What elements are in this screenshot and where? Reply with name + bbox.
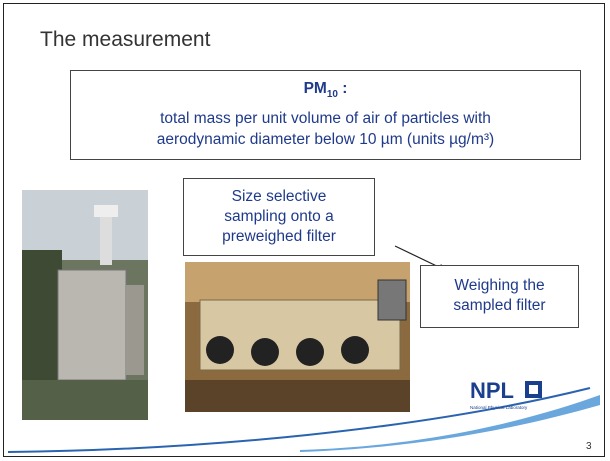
callout-line: Weighing the: [421, 276, 578, 296]
definition-line: total mass per unit volume of air of par…: [71, 108, 580, 129]
heading-text: PM: [304, 80, 327, 97]
callout-line: sampled filter: [421, 296, 578, 316]
definition-heading: PM10 :: [71, 80, 580, 100]
definition-line: aerodynamic diameter below 10 µm (units …: [71, 129, 580, 150]
heading-suffix: :: [338, 80, 347, 97]
page-number: 3: [586, 441, 592, 452]
callout-line: preweighed filter: [184, 227, 374, 247]
slide: NPL National Physical Laboratory The mea…: [0, 0, 610, 461]
definition-box: PM10 : total mass per unit volume of air…: [70, 70, 581, 160]
heading-subscript: 10: [327, 89, 338, 100]
slide-title: The measurement: [40, 28, 210, 52]
callout-line: sampling onto a: [184, 207, 374, 227]
callout-line: Size selective: [184, 187, 374, 207]
